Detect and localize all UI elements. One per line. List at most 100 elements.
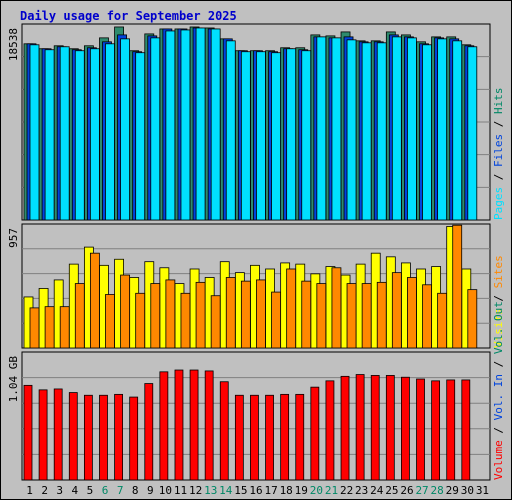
bar-hits-pages-day-26 xyxy=(407,37,417,221)
chart-panels: 18538 Pages / Files / Hits 957 Visits / Sit… xyxy=(7,23,505,481)
bar-volume-volume-day-17 xyxy=(265,394,274,481)
bar-hits-pages-day-8 xyxy=(135,52,146,221)
bar-volume-volume-day-4 xyxy=(68,392,78,481)
panel-volume: 1.04 GB Volume / Vol. In / Vol. Out xyxy=(7,301,505,481)
bar-volume-volume-day-29 xyxy=(446,379,456,481)
bar-volume-volume-day-18 xyxy=(280,393,290,481)
bar-hits-pages-day-1 xyxy=(29,44,40,221)
bar-visits-sites-day-5 xyxy=(89,252,100,349)
legend-separator: / xyxy=(492,354,505,374)
bar-volume-volume-day-20 xyxy=(310,386,320,481)
bar-hits-pages-day-2 xyxy=(44,49,55,221)
bar-hits-pages-day-18 xyxy=(286,48,297,221)
legend-item-hits: Hits xyxy=(492,88,505,115)
x-tick-label: 12 xyxy=(189,484,202,497)
bar-hits-pages-day-24 xyxy=(376,42,387,221)
bar-hits-pages-day-4 xyxy=(74,50,85,221)
bar-volume-volume-day-7 xyxy=(114,393,123,481)
bar-hits-pages-day-7 xyxy=(120,38,130,221)
bar-visits-sites-day-24 xyxy=(376,281,387,349)
x-tick-label: 4 xyxy=(72,484,79,497)
legend-item-visits: Visits xyxy=(492,308,505,348)
bar-visits-sites-day-12 xyxy=(195,281,206,349)
legend-item-sites: Sites xyxy=(492,255,505,288)
bar-visits-sites-day-29 xyxy=(452,224,463,349)
bar-hits-pages-day-19 xyxy=(301,50,312,221)
bar-hits-pages-day-17 xyxy=(271,52,281,221)
bar-visits-sites-day-3 xyxy=(59,306,70,349)
bar-volume-volume-day-27 xyxy=(416,378,425,481)
panel-hits: 18538 Pages / Files / Hits xyxy=(7,23,505,221)
bar-volume-volume-day-28 xyxy=(431,380,441,481)
bar-volume-volume-day-13 xyxy=(204,370,214,481)
bar-volume-volume-day-2 xyxy=(38,389,48,481)
bar-visits-sites-day-23 xyxy=(361,283,372,349)
bar-volume-volume-day-19 xyxy=(295,393,305,481)
bar-volume-volume-day-3 xyxy=(53,388,63,481)
bar-volume-volume-day-10 xyxy=(159,371,169,481)
bar-visits-sites-day-25 xyxy=(391,272,402,349)
legend-item-pages: Pages xyxy=(492,187,505,220)
x-tick-label: 29 xyxy=(446,484,459,497)
bar-volume-volume-day-15 xyxy=(234,394,244,481)
bar-hits-pages-day-25 xyxy=(391,36,402,221)
x-tick-label: 31 xyxy=(476,484,489,497)
x-tick-label: 27 xyxy=(415,484,428,497)
x-tick-label: 16 xyxy=(249,484,262,497)
x-tick-label: 1 xyxy=(26,484,33,497)
bar-hits-pages-day-3 xyxy=(59,46,70,221)
bar-visits-sites-day-16 xyxy=(256,279,266,349)
x-tick-label: 2 xyxy=(41,484,48,497)
bar-volume-volume-day-16 xyxy=(250,394,259,481)
bar-hits-pages-day-20 xyxy=(316,36,327,221)
bar-hits-pages-day-28 xyxy=(437,38,448,221)
bar-visits-sites-day-18 xyxy=(286,268,297,349)
bar-visits-sites-day-8 xyxy=(135,292,146,349)
panel-visits: 957 Visits / Sites xyxy=(7,223,505,349)
bar-visits-sites-day-19 xyxy=(301,280,312,349)
bar-visits-sites-day-6 xyxy=(105,294,115,349)
bar-hits-pages-day-11 xyxy=(180,29,191,221)
bar-hits-pages-day-30 xyxy=(467,46,478,221)
bar-visits-sites-day-21 xyxy=(331,267,342,349)
x-tick-label: 20 xyxy=(310,484,323,497)
bar-visits-sites-day-11 xyxy=(180,292,191,349)
bar-volume-volume-day-11 xyxy=(174,369,184,481)
bar-visits-sites-day-9 xyxy=(150,283,161,349)
bar-hits-pages-day-23 xyxy=(361,42,372,221)
bar-hits-pages-day-27 xyxy=(422,44,432,221)
x-tick-label: 17 xyxy=(264,484,277,497)
bar-hits-pages-day-5 xyxy=(89,48,100,221)
x-tick-label: 14 xyxy=(219,484,233,497)
legend-separator: / xyxy=(492,288,505,308)
x-tick-label: 21 xyxy=(325,484,338,497)
bar-visits-sites-day-4 xyxy=(74,283,85,349)
bar-hits-pages-day-21 xyxy=(331,37,342,221)
legend-separator: / xyxy=(492,420,505,440)
bar-volume-volume-day-23 xyxy=(355,374,365,481)
bar-visits-sites-day-27 xyxy=(422,284,432,349)
legend-hits: Pages / Files / Hits xyxy=(492,88,505,221)
x-tick-label: 30 xyxy=(461,484,474,497)
x-tick-label: 8 xyxy=(132,484,139,497)
legend-separator: / xyxy=(492,167,505,187)
bar-volume-volume-day-26 xyxy=(401,376,410,481)
x-tick-label: 5 xyxy=(87,484,94,497)
bar-visits-sites-day-7 xyxy=(120,274,130,349)
bar-hits-pages-day-9 xyxy=(150,37,161,221)
bar-volume-volume-day-5 xyxy=(83,394,93,481)
x-tick-label: 6 xyxy=(102,484,109,497)
bar-volume-volume-day-21 xyxy=(325,380,335,481)
bar-visits-sites-day-15 xyxy=(240,280,251,349)
x-axis-labels: 1 2 3 4 5 6 7 8 9 10 11 12 13 14 15 16 17 18 19 20 21 22 23 24 2… xyxy=(26,484,489,497)
bar-visits-sites-day-22 xyxy=(346,283,357,349)
bar-hits-pages-day-14 xyxy=(225,40,236,221)
x-tick-label: 22 xyxy=(340,484,353,497)
x-tick-label: 13 xyxy=(204,484,217,497)
bar-visits-sites-day-28 xyxy=(437,292,448,349)
bar-visits-sites-day-2 xyxy=(44,306,55,349)
x-tick-label: 19 xyxy=(295,484,308,497)
x-tick-label: 9 xyxy=(147,484,154,497)
